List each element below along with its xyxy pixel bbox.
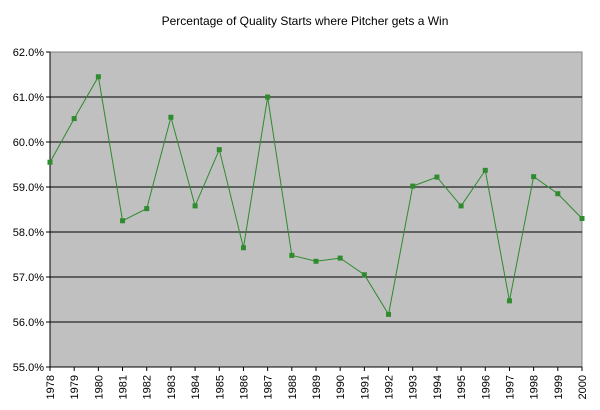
data-point (265, 94, 271, 100)
gridlines (50, 96, 582, 323)
y-tick-label: 60.0% (13, 137, 44, 149)
data-point (192, 203, 198, 209)
y-tick-label: 57.0% (13, 272, 44, 284)
x-tick-label: 1993 (408, 375, 420, 399)
data-point (555, 191, 561, 197)
x-tick-label: 1981 (118, 375, 130, 399)
x-tick-label: 1995 (456, 375, 468, 399)
data-point (240, 245, 246, 251)
series-group (47, 74, 585, 317)
x-tick-label: 1994 (432, 375, 444, 399)
x-tick-label: 1996 (480, 375, 492, 399)
y-tick-label: 62.0% (13, 47, 44, 59)
x-tick-label: 2000 (577, 375, 589, 399)
data-point (410, 183, 416, 189)
data-point (434, 174, 440, 180)
y-tick-label: 56.0% (13, 317, 44, 329)
data-point (120, 218, 126, 224)
data-point (458, 203, 464, 209)
x-tick-label: 1999 (553, 375, 565, 399)
y-axis: 55.0% 56.0% 57.0% 58.0% 59.0% 60.0% 61.0% 62.0% (13, 47, 51, 374)
plot-area (49, 51, 583, 368)
x-tick-label: 1978 (45, 375, 57, 399)
data-point (482, 167, 488, 173)
data-point (531, 174, 537, 180)
data-point (579, 216, 585, 221)
data-point (386, 311, 392, 317)
data-point (71, 116, 77, 122)
data-point (144, 206, 150, 212)
data-point (289, 252, 295, 258)
x-tick-label: 1979 (69, 375, 81, 399)
y-tick-label: 55.0% (13, 362, 44, 374)
x-tick-label: 1987 (263, 375, 275, 399)
y-tick-label: 61.0% (13, 92, 44, 104)
x-tick-label: 1998 (529, 375, 541, 399)
x-tick-label: 1982 (142, 375, 154, 399)
x-tick-label: 1988 (287, 375, 299, 399)
data-point (168, 114, 174, 120)
x-tick-label: 1990 (335, 375, 347, 399)
data-point (95, 74, 101, 80)
x-axis: 1978 1979 1980 1981 1982 1983 1984 1985 1986 1987… (45, 366, 589, 399)
x-tick-label: 1991 (359, 375, 371, 399)
data-point (337, 255, 343, 261)
x-tick-label: 1984 (190, 375, 202, 399)
data-point (506, 298, 512, 304)
x-tick-label: 1997 (504, 375, 516, 399)
data-point (361, 272, 367, 278)
data-point (216, 147, 222, 153)
x-tick-label: 1989 (311, 375, 323, 399)
x-tick-label: 1986 (238, 375, 250, 399)
chart-title: Percentage of Quality Starts where Pitch… (162, 14, 449, 28)
x-tick-label: 1992 (384, 375, 396, 399)
y-tick-label: 59.0% (13, 182, 44, 194)
x-tick-label: 1983 (166, 375, 178, 399)
x-tick-label: 1980 (93, 375, 105, 399)
x-tick-label: 1985 (214, 375, 226, 399)
y-tick-label: 58.0% (13, 227, 44, 239)
data-point (313, 258, 319, 264)
data-point (47, 159, 53, 165)
